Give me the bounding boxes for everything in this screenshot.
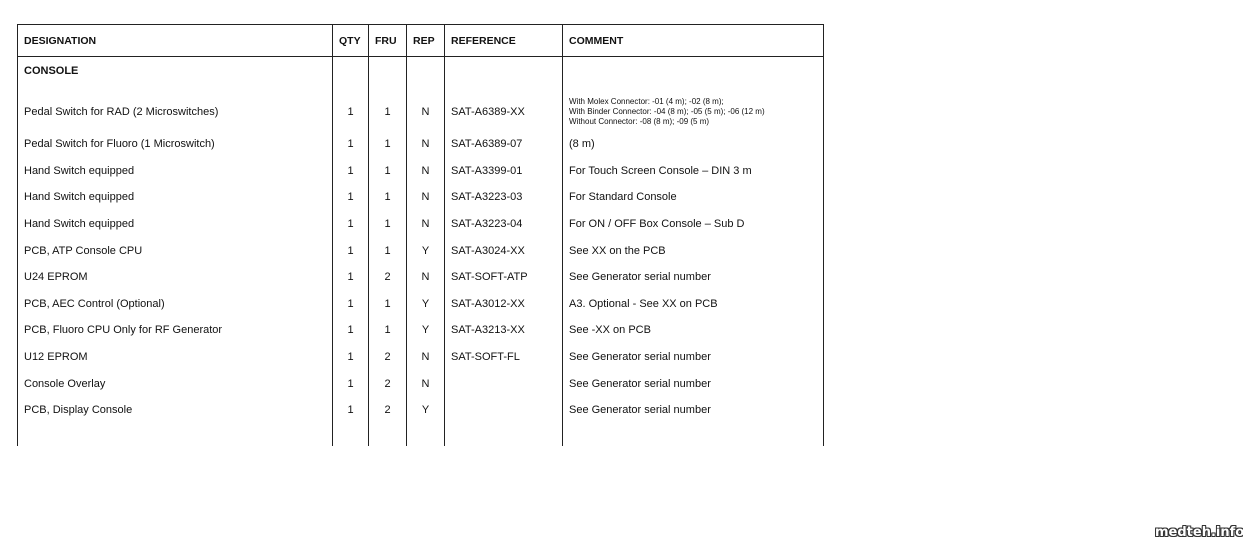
fru-cell: 1 — [368, 184, 407, 211]
fru-cell: 1 — [368, 317, 407, 344]
comment-line: With Binder Connector: -04 (8 m); -05 (5… — [569, 107, 765, 116]
reference-cell — [444, 370, 563, 397]
header-designation: DESIGNATION — [17, 24, 333, 57]
fru-cell: 2 — [368, 396, 407, 424]
rep-cell: N — [406, 157, 445, 185]
comment-cell: For Standard Console — [562, 184, 824, 211]
watermark-logo: medteh.info — [1155, 525, 1243, 540]
designation-cell: Pedal Switch for Fluoro (1 Microswitch) — [17, 131, 333, 158]
comment-cell: With Molex Connector: -01 (4 m); -02 (8 … — [562, 93, 824, 131]
fru-cell: 1 — [368, 210, 407, 238]
table-row: Hand Switch equipped 1 1 N SAT-A3223-03 For S… — [17, 184, 824, 211]
comment-cell: See Generator serial number — [562, 343, 824, 371]
reference-cell: SAT-A6389-07 — [444, 131, 563, 158]
designation-cell: U24 EPROM — [17, 263, 333, 291]
rep-cell: N — [406, 343, 445, 371]
reference-cell: SAT-A3223-04 — [444, 210, 563, 238]
reference-cell: SAT-SOFT-FL — [444, 343, 563, 371]
fru-cell: 1 — [368, 131, 407, 158]
comment-cell: See Generator serial number — [562, 263, 824, 291]
comment-cell: See -XX on PCB — [562, 317, 824, 344]
qty-cell: 1 — [332, 93, 369, 131]
designation-cell: PCB, Fluoro CPU Only for RF Generator — [17, 317, 333, 344]
qty-cell: 1 — [332, 317, 369, 344]
section-title: CONSOLE — [17, 56, 333, 93]
qty-cell: 1 — [332, 157, 369, 185]
reference-cell: SAT-A6389-XX — [444, 93, 563, 131]
qty-cell: 1 — [332, 370, 369, 397]
rep-cell: Y — [406, 396, 445, 424]
table-row: PCB, Display Console 1 2 Y See Generator ser… — [17, 396, 824, 424]
fru-cell: 2 — [368, 263, 407, 291]
rep-cell: Y — [406, 290, 445, 318]
fru-cell: 1 — [368, 237, 407, 264]
comment-cell: (8 m) — [562, 131, 824, 158]
header-fru: FRU — [368, 24, 407, 57]
table-row: Pedal Switch for RAD (2 Microswitches) 1… — [17, 93, 824, 131]
qty-cell: 1 — [332, 343, 369, 371]
comment-line: With Molex Connector: -01 (4 m); -02 (8 … — [569, 97, 724, 106]
designation-cell: Console Overlay — [17, 370, 333, 397]
fru-cell: 2 — [368, 370, 407, 397]
reference-cell — [444, 396, 563, 424]
reference-cell: SAT-A3213-XX — [444, 317, 563, 344]
table-row: Console Overlay 1 2 N See Generator serial n… — [17, 370, 824, 397]
comment-cell: For Touch Screen Console – DIN 3 m — [562, 157, 824, 185]
table-row: PCB, ATP Console CPU 1 1 Y SAT-A3024-XX See X… — [17, 237, 824, 264]
comment-cell: A3. Optional - See XX on PCB — [562, 290, 824, 318]
designation-cell: Hand Switch equipped — [17, 157, 333, 185]
designation-cell: U12 EPROM — [17, 343, 333, 371]
designation-cell: Hand Switch equipped — [17, 184, 333, 211]
qty-cell: 1 — [332, 237, 369, 264]
header-row: DESIGNATION QTY FRU REP REFERENCE COMMEN… — [17, 24, 824, 57]
qty-cell: 1 — [332, 210, 369, 238]
designation-cell: PCB, AEC Control (Optional) — [17, 290, 333, 318]
header-qty: QTY — [332, 24, 369, 57]
table-row: Pedal Switch for Fluoro (1 Microswitch) 1… — [17, 131, 824, 158]
rep-cell: N — [406, 263, 445, 291]
designation-cell: Hand Switch equipped — [17, 210, 333, 238]
comment-cell: See Generator serial number — [562, 396, 824, 424]
comment-cell: For ON / OFF Box Console – Sub D — [562, 210, 824, 238]
qty-cell: 1 — [332, 184, 369, 211]
qty-cell: 1 — [332, 263, 369, 291]
reference-cell: SAT-A3223-03 — [444, 184, 563, 211]
rep-cell: Y — [406, 317, 445, 344]
table-row: PCB, Fluoro CPU Only for RF Generator 1 1 Y… — [17, 317, 824, 344]
comment-cell: See Generator serial number — [562, 370, 824, 397]
table-row: U12 EPROM 1 2 N SAT-SOFT-FL See Generator ser… — [17, 343, 824, 371]
table-row: Hand Switch equipped 1 1 N SAT-A3399-01 For T… — [17, 157, 824, 185]
rep-cell: Y — [406, 237, 445, 264]
rep-cell: N — [406, 131, 445, 158]
qty-cell: 1 — [332, 131, 369, 158]
header-rep: REP — [406, 24, 445, 57]
header-comment: COMMENT — [562, 24, 824, 57]
reference-cell: SAT-A3012-XX — [444, 290, 563, 318]
rep-cell: N — [406, 93, 445, 131]
rep-cell: N — [406, 184, 445, 211]
section-row: CONSOLE — [17, 56, 824, 93]
parts-table: DESIGNATION QTY FRU REP REFERENCE COMMEN… — [17, 24, 824, 446]
comment-cell: See XX on the PCB — [562, 237, 824, 264]
rep-cell: N — [406, 210, 445, 238]
fru-cell: 1 — [368, 93, 407, 131]
reference-cell: SAT-A3024-XX — [444, 237, 563, 264]
reference-cell: SAT-A3399-01 — [444, 157, 563, 185]
qty-cell: 1 — [332, 290, 369, 318]
header-reference: REFERENCE — [444, 24, 563, 57]
designation-cell: Pedal Switch for RAD (2 Microswitches) — [17, 93, 333, 131]
fru-cell: 2 — [368, 343, 407, 371]
designation-cell: PCB, ATP Console CPU — [17, 237, 333, 264]
table-row: U24 EPROM 1 2 N SAT-SOFT-ATP See Generator se… — [17, 263, 824, 291]
table-continuation — [17, 423, 824, 446]
qty-cell: 1 — [332, 396, 369, 424]
fru-cell: 1 — [368, 290, 407, 318]
designation-cell: PCB, Display Console — [17, 396, 333, 424]
table-row: Hand Switch equipped 1 1 N SAT-A3223-04 For O… — [17, 210, 824, 238]
reference-cell: SAT-SOFT-ATP — [444, 263, 563, 291]
rep-cell: N — [406, 370, 445, 397]
comment-line: Without Connector: -08 (8 m); -09 (5 m) — [569, 117, 710, 126]
table-row: PCB, AEC Control (Optional) 1 1 Y SAT-A3012-… — [17, 290, 824, 318]
fru-cell: 1 — [368, 157, 407, 185]
